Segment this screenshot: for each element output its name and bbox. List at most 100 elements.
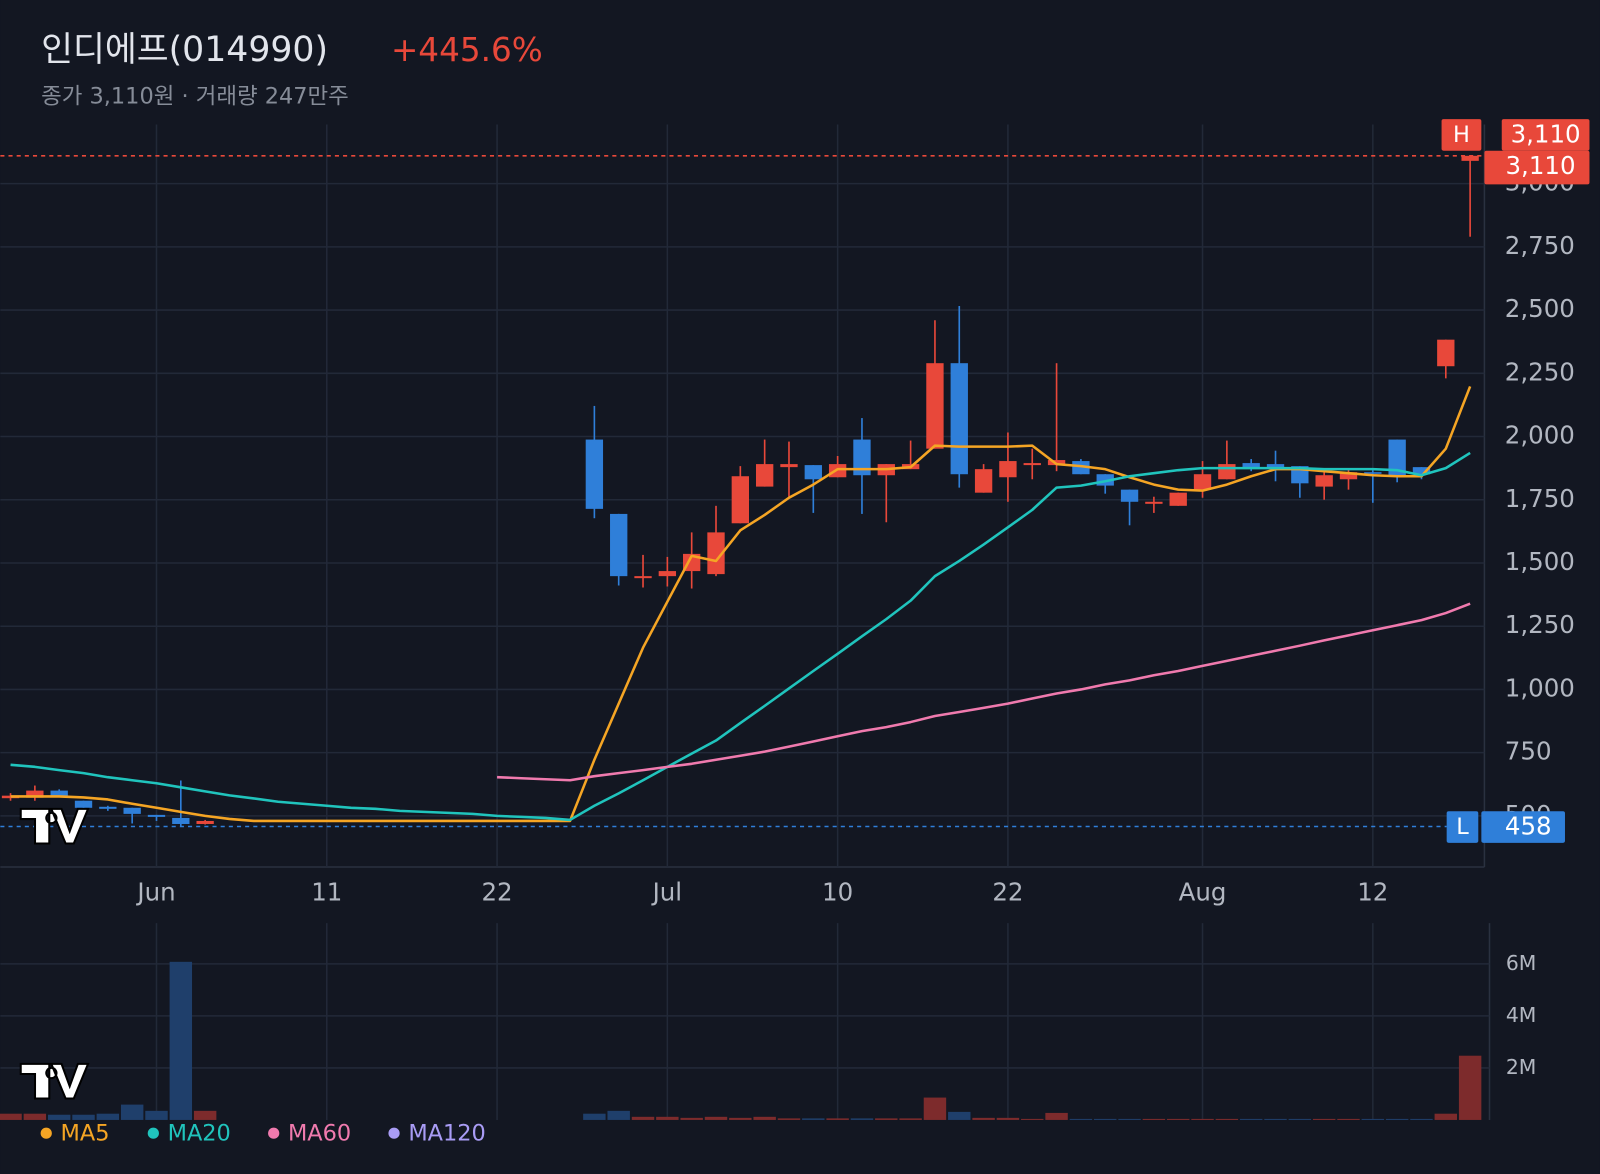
candle-body: [1023, 463, 1041, 466]
high-badge-label: H: [1453, 122, 1470, 148]
last-price-badge: [1484, 150, 1590, 185]
volume-bar: [1312, 1118, 1336, 1120]
volume-bar: [1166, 1118, 1190, 1120]
legend-dot: [40, 1127, 52, 1139]
candle-body: [123, 807, 141, 814]
candle-body: [780, 464, 798, 468]
candle-body: [1193, 474, 1212, 490]
candle-body: [1339, 472, 1358, 480]
candle-body: [1072, 461, 1090, 475]
candle-body: [1437, 339, 1455, 367]
candle-body: [1315, 475, 1333, 487]
volume-bar: [704, 1116, 728, 1120]
y-tick-label: 1,000: [1505, 673, 1575, 702]
low-value-label: 458: [1505, 812, 1552, 841]
y-tick-label: 2,750: [1505, 231, 1575, 260]
volume-bar: [802, 1118, 825, 1120]
candle-body: [26, 790, 44, 798]
candle-body: [1120, 489, 1139, 502]
low-value-badge: [1481, 811, 1565, 843]
volume-bar: [899, 1118, 922, 1120]
volume-bar: [1142, 1118, 1166, 1120]
volume-bar: [1434, 1113, 1458, 1120]
volume-bar: [1021, 1118, 1044, 1120]
candle-body: [828, 464, 847, 478]
high-badge: [1441, 119, 1482, 151]
legend-dot: [147, 1127, 159, 1139]
volume-bar: [1045, 1112, 1068, 1120]
volume-bar: [169, 961, 193, 1120]
volume-bar: [1215, 1118, 1239, 1120]
volume-bar: [680, 1117, 703, 1120]
x-tick-label: Aug: [1179, 878, 1227, 907]
volume-bar: [777, 1118, 801, 1120]
logo: [19, 1062, 90, 1100]
low-badge: [1446, 811, 1479, 843]
legend-label: MA120: [408, 1121, 485, 1147]
volume-bar: [1410, 1118, 1433, 1120]
legend-label: MA60: [288, 1121, 351, 1147]
volume-bar: [1288, 1118, 1312, 1120]
volume-bar: [729, 1117, 752, 1120]
low-badge-label: L: [1456, 814, 1469, 840]
volume-bar: [1361, 1118, 1385, 1120]
x-tick-label: 22: [992, 878, 1023, 907]
y-tick-label: 2,500: [1505, 294, 1575, 323]
candle-body: [147, 814, 166, 817]
candle-body: [1266, 464, 1285, 468]
logo-mark: [19, 807, 90, 845]
y-tick-label: 2,000: [1505, 421, 1575, 450]
last-price-label: 3,110: [1505, 151, 1575, 180]
candle-body: [634, 576, 652, 579]
candle-body: [974, 469, 993, 493]
candle-body: [683, 553, 701, 572]
legend-label: MA5: [61, 1121, 110, 1147]
y-tick-label: 2,250: [1505, 357, 1575, 386]
volume-bar: [850, 1118, 874, 1120]
candle-body: [1218, 464, 1236, 480]
candle-body: [585, 439, 604, 509]
stock-title: 인디에프(014990): [41, 30, 328, 70]
candle-body: [99, 806, 117, 809]
volume-bar: [47, 1114, 71, 1120]
candle-body: [1169, 492, 1187, 506]
volume-bar: [1094, 1118, 1117, 1120]
volume-bar: [96, 1113, 120, 1120]
volume-bar: [996, 1117, 1020, 1120]
candle-body: [707, 532, 725, 575]
x-tick-label: 10: [822, 878, 853, 907]
volume-bar: [923, 1097, 947, 1120]
volume-tick-label: 6M: [1506, 951, 1537, 975]
ma-line: [10, 385, 1472, 823]
legend-dot: [388, 1127, 400, 1139]
volume-bar: [972, 1117, 995, 1120]
volume-bar: [826, 1118, 849, 1120]
grid: [0, 124, 1490, 1120]
candle-body: [50, 790, 68, 796]
subtitle: 종가 3,110원 · 거래량 247만주: [41, 83, 349, 109]
candle-body: [172, 817, 190, 824]
legend-dot: [268, 1127, 280, 1139]
legend-label: MA20: [168, 1121, 231, 1147]
candle-body: [1145, 501, 1163, 504]
logo-mark: [19, 1062, 90, 1100]
volume-tick-label: 2M: [1506, 1055, 1537, 1079]
y-tick-label: 1,500: [1505, 547, 1575, 576]
volume-bar: [753, 1116, 776, 1120]
candle-body: [950, 363, 968, 475]
volume-bar: [193, 1110, 217, 1120]
volume-bar: [948, 1111, 971, 1120]
volume-bar: [1337, 1118, 1360, 1120]
candle-body: [999, 461, 1017, 478]
candle-body: [1364, 472, 1382, 474]
price-change: +445.6%: [391, 31, 543, 69]
volume-bar: [72, 1114, 95, 1120]
ma-line: [497, 602, 1471, 782]
candle-body: [804, 465, 822, 480]
plot: [0, 155, 1482, 1120]
volume-bar: [0, 1113, 22, 1120]
volume-bar: [1458, 1055, 1482, 1120]
